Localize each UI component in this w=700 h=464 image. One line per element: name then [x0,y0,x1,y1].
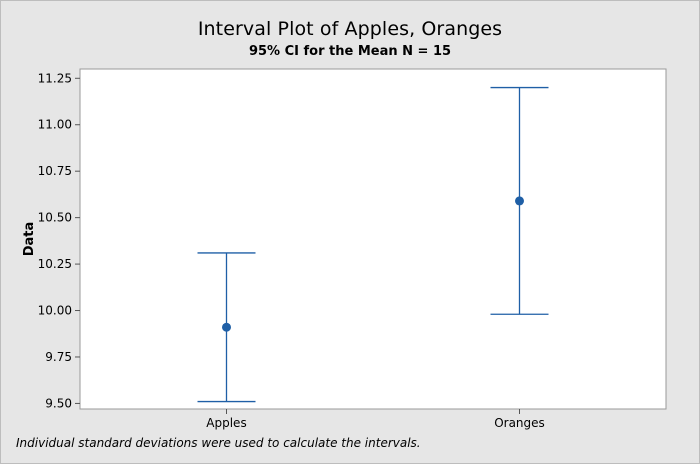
y-tick-label: 10.00 [38,304,72,318]
y-axis-label: Data [22,222,37,257]
y-tick-label: 9.50 [45,396,72,410]
footnote: Individual standard deviations were used… [16,436,421,450]
y-tick-label: 9.75 [45,350,72,364]
plot-area [79,68,667,410]
y-tick-label: 11.00 [38,118,72,132]
mean-point-apples [222,322,231,332]
y-axis: 9.50 9.75 10.00 10.25 10.50 10.75 11.00 11.25 [38,71,80,410]
chart-subtitle: 95% CI for the Mean N = 15 [248,44,452,59]
y-tick-label: 10.25 [38,257,72,271]
interval-series [197,86,549,403]
y-tick-label: 11.25 [38,71,72,85]
x-axis: Apples Oranges [206,409,545,430]
x-tick-label: Apples [206,416,246,430]
chart-title: Interval Plot of Apples, Oranges [197,18,503,40]
x-tick-label: Oranges [494,416,545,430]
y-tick-label: 10.50 [38,211,72,225]
y-tick-label: 10.75 [38,164,72,178]
mean-point-oranges [515,196,524,206]
